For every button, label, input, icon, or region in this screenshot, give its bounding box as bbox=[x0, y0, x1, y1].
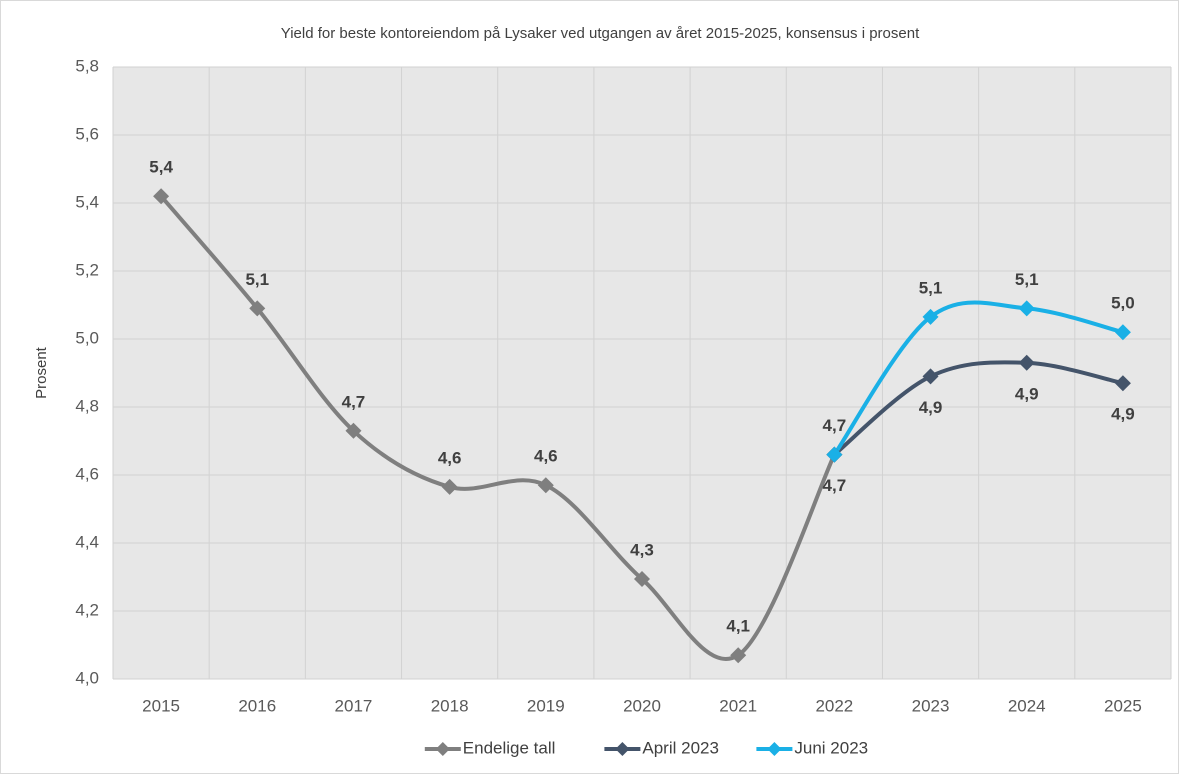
x-tick-label: 2023 bbox=[912, 696, 950, 715]
x-tick-label: 2016 bbox=[238, 696, 276, 715]
data-marker bbox=[153, 188, 170, 205]
legend-label: Endelige tall bbox=[463, 738, 556, 757]
data-label: 4,6 bbox=[534, 447, 558, 466]
legend-marker bbox=[435, 742, 450, 756]
y-tick-label: 4,8 bbox=[75, 396, 99, 415]
data-marker bbox=[730, 647, 747, 664]
series-line bbox=[832, 300, 1125, 457]
data-label: 4,7 bbox=[823, 476, 847, 495]
data-label: 4,9 bbox=[1111, 405, 1135, 424]
data-marker bbox=[1114, 375, 1131, 392]
y-tick-label: 5,4 bbox=[75, 192, 99, 211]
x-tick-label: 2024 bbox=[1008, 696, 1046, 715]
data-marker bbox=[537, 477, 554, 494]
y-tick-label: 5,8 bbox=[75, 56, 99, 75]
y-tick-label: 5,0 bbox=[75, 328, 99, 347]
data-label: 5,0 bbox=[1111, 294, 1135, 313]
data-label: 5,1 bbox=[919, 278, 943, 297]
x-tick-label: 2018 bbox=[431, 696, 469, 715]
legend-label: Juni 2023 bbox=[794, 738, 868, 757]
data-label: 5,1 bbox=[245, 270, 269, 289]
x-tick-label: 2020 bbox=[623, 696, 661, 715]
data-label: 4,1 bbox=[726, 617, 750, 636]
data-marker bbox=[1114, 324, 1131, 341]
series-line bbox=[832, 360, 1125, 457]
legend-marker bbox=[767, 742, 782, 756]
x-tick-label: 2022 bbox=[815, 696, 853, 715]
data-label: 4,3 bbox=[630, 541, 654, 560]
data-marker bbox=[634, 571, 650, 588]
data-label: 4,6 bbox=[438, 448, 462, 467]
data-marker bbox=[1018, 354, 1035, 371]
y-tick-label: 5,6 bbox=[75, 124, 99, 143]
y-tick-label: 4,4 bbox=[75, 532, 99, 551]
data-marker bbox=[345, 422, 362, 439]
chart-title: Yield for beste kontoreiendom på Lysaker… bbox=[281, 25, 920, 42]
data-marker bbox=[441, 478, 458, 495]
legend-label: April 2023 bbox=[642, 738, 719, 757]
x-tick-label: 2025 bbox=[1104, 696, 1142, 715]
data-marker bbox=[826, 446, 843, 463]
y-axis-title: Prosent bbox=[33, 346, 50, 399]
data-marker bbox=[922, 368, 939, 385]
x-tick-label: 2019 bbox=[527, 696, 565, 715]
y-tick-label: 4,2 bbox=[75, 600, 99, 619]
data-marker bbox=[249, 300, 266, 317]
y-tick-label: 4,6 bbox=[75, 464, 99, 483]
plot-area bbox=[113, 67, 1171, 679]
y-tick-label: 5,2 bbox=[75, 260, 99, 279]
data-marker bbox=[922, 308, 939, 325]
y-tick-label: 4,0 bbox=[75, 668, 99, 687]
data-label: 4,7 bbox=[823, 416, 847, 435]
data-label: 4,7 bbox=[342, 392, 366, 411]
x-tick-label: 2021 bbox=[719, 696, 757, 715]
x-tick-label: 2015 bbox=[142, 696, 180, 715]
data-label: 5,4 bbox=[149, 158, 173, 177]
data-label: 4,9 bbox=[1015, 384, 1039, 403]
data-label: 4,9 bbox=[919, 398, 943, 417]
x-tick-label: 2017 bbox=[335, 696, 373, 715]
legend-marker bbox=[615, 742, 630, 756]
data-marker bbox=[1018, 300, 1035, 317]
data-label: 5,1 bbox=[1015, 270, 1039, 289]
